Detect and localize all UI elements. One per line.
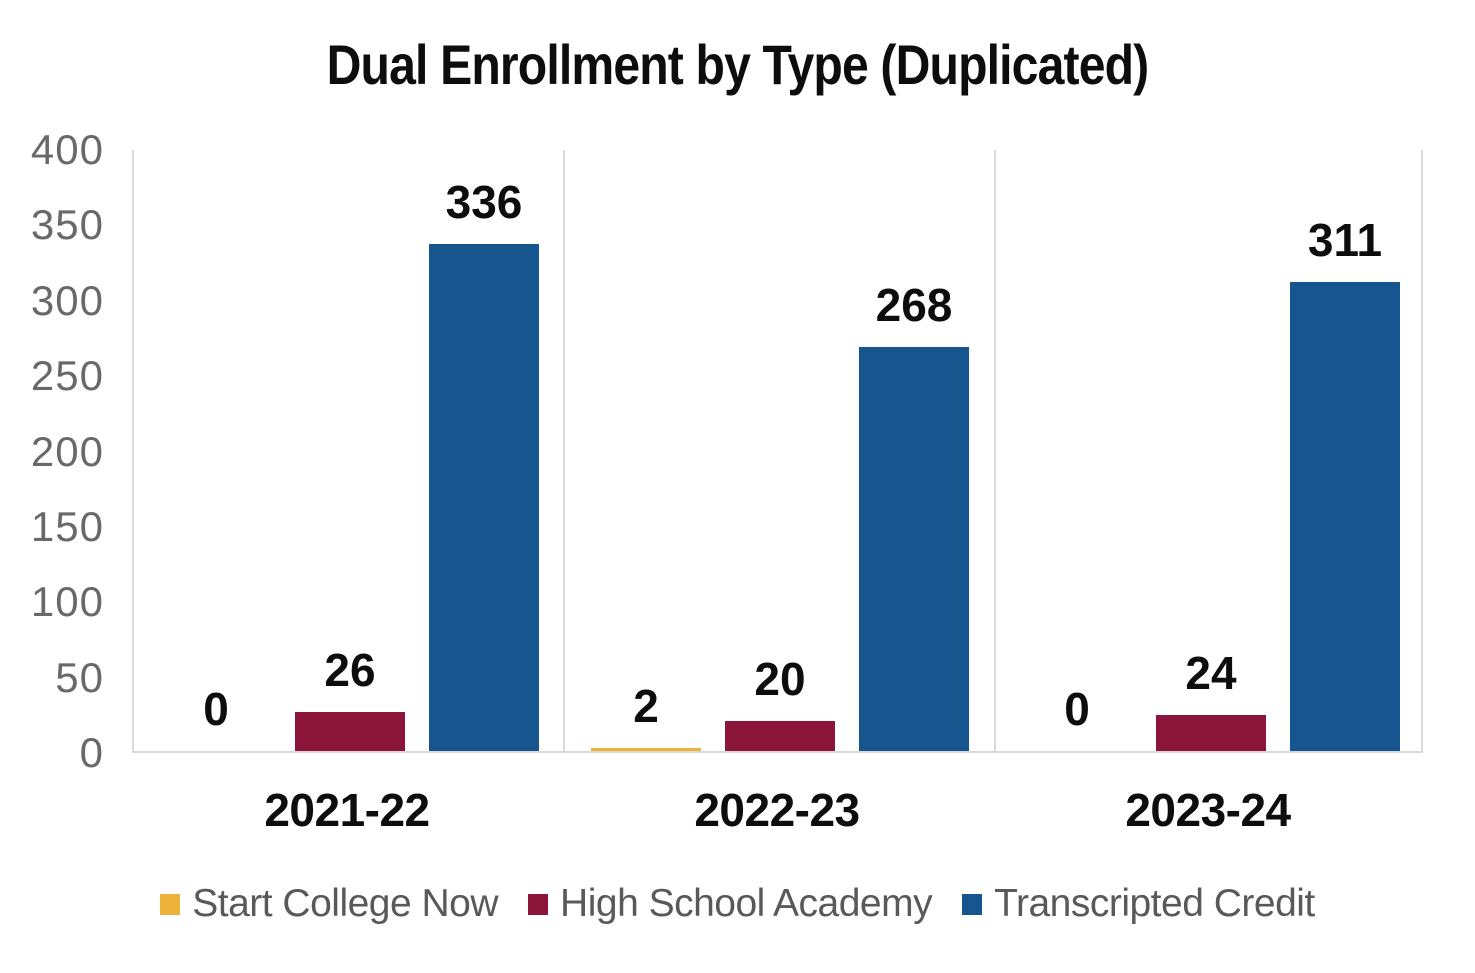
legend-swatch-start-college-now-icon: [160, 893, 181, 915]
y-axis-tick-label: 250: [30, 352, 104, 400]
legend-label: High School Academy: [560, 882, 933, 925]
bar-value-label: 311: [1307, 214, 1383, 266]
category-separator-line: [994, 150, 996, 751]
y-axis-tick-label: 400: [30, 126, 104, 173]
bar-value-label: 336: [445, 176, 523, 228]
category-separator-line: [563, 150, 565, 751]
bar-value-label: 24: [1185, 647, 1237, 699]
bar-high-school-academy-2023-24: [1156, 715, 1266, 751]
x-axis-category-label: 2023-24: [1125, 784, 1291, 836]
y-axis-tick-label: 50: [55, 653, 104, 701]
bar-transcripted-credit-2022-23: [859, 347, 969, 751]
legend: Start College Now High School Academy Tr…: [0, 882, 1475, 926]
y-axis-tick-label: 350: [30, 201, 104, 249]
x-axis-category-label: 2022-23: [694, 784, 860, 836]
bar-value-label: 268: [875, 279, 953, 331]
y-axis-tick-label: 300: [30, 276, 104, 324]
y-axis-tick-label: 150: [30, 502, 104, 550]
y-axis-tick-label: 100: [30, 578, 104, 626]
bar-value-label: 26: [324, 644, 376, 696]
bar-value-label: 0: [203, 683, 229, 735]
bar-start-college-now-2022-23: [591, 748, 701, 751]
legend-item-high-school-academy: High School Academy: [528, 882, 933, 926]
bar-transcripted-credit-2021-22: [429, 244, 539, 751]
bar-value-label: 2: [633, 680, 659, 732]
legend-item-start-college-now: Start College Now: [160, 882, 499, 926]
legend-swatch-transcripted-credit-icon: [962, 893, 983, 915]
y-axis-tick-label: 0: [79, 729, 104, 776]
legend-swatch-high-school-academy-icon: [528, 893, 549, 915]
bar-high-school-academy-2022-23: [725, 721, 835, 751]
chart-title: Dual Enrollment by Type (Duplicated): [326, 33, 1150, 96]
legend-label: Transcripted Credit: [994, 882, 1315, 925]
bar-transcripted-credit-2023-24: [1290, 282, 1400, 751]
y-axis-tick-label: 200: [30, 427, 104, 475]
bar-value-label: 0: [1064, 683, 1090, 735]
plot-area: 0 26 336 2 20 268 0 24 311: [132, 150, 1423, 753]
legend-label: Start College Now: [192, 882, 499, 925]
bar-high-school-academy-2021-22: [295, 712, 405, 751]
bar-value-label: 20: [754, 653, 806, 705]
legend-item-transcripted-credit: Transcripted Credit: [962, 882, 1315, 926]
x-axis-category-label: 2021-22: [264, 784, 430, 836]
